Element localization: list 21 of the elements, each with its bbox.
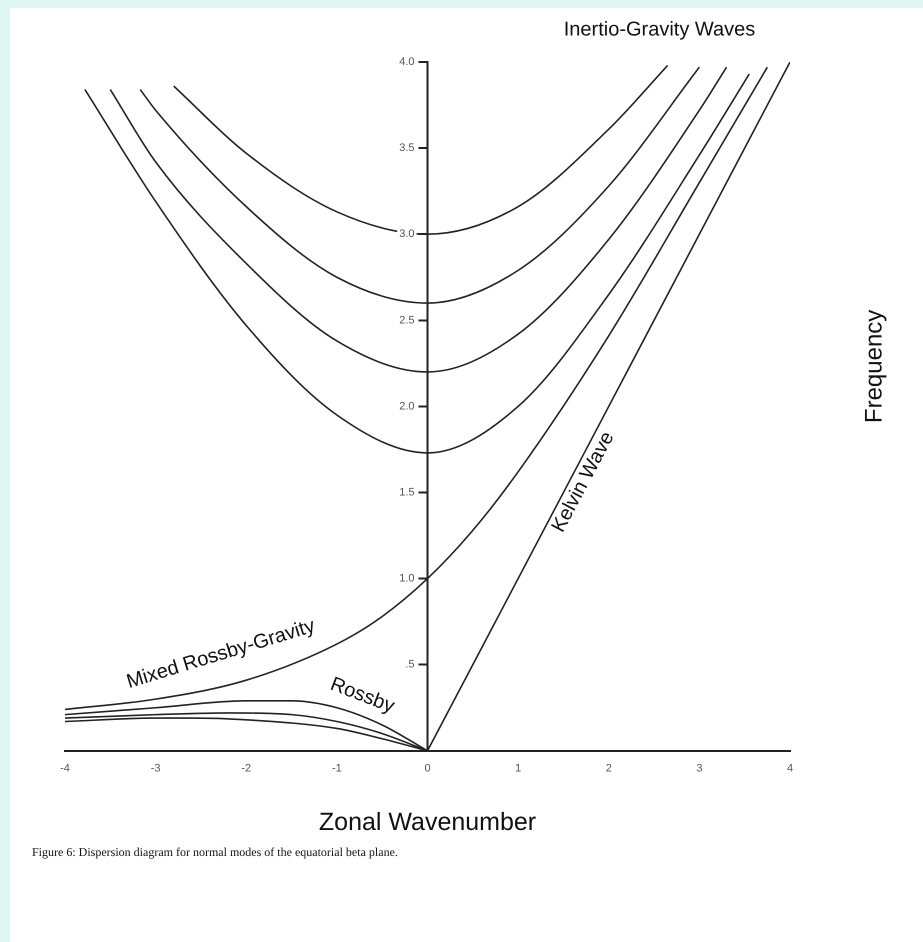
x-tick-label: 4 xyxy=(786,762,794,774)
y-tick-label: 3.5 xyxy=(399,142,414,154)
y-tick-label: 2.5 xyxy=(399,314,414,326)
y-tick-label: 1.0 xyxy=(399,572,414,585)
x-tick-label: 1 xyxy=(515,762,522,774)
x-tick-label: -2 xyxy=(241,762,252,774)
x-tick-label: -4 xyxy=(60,762,70,774)
y-tick-label: 3.0 xyxy=(399,228,414,240)
y-axis-title: Frequency xyxy=(860,310,888,424)
x-tick-label: 0 xyxy=(424,762,431,774)
text: Inertio-Gravity Waves xyxy=(564,18,756,41)
x-axis-title: Zonal Wavenumber xyxy=(318,808,536,836)
x-tick-label: -1 xyxy=(332,762,342,774)
y-tick-label: 4.0 xyxy=(399,56,414,68)
caption: Figure 6: Dispersion diagram for normal modes of the equatorial beta plane. xyxy=(32,845,398,859)
x-tick-label: -3 xyxy=(150,762,161,774)
y-tick-label: 1.5 xyxy=(399,486,414,499)
y-tick-label: .5 xyxy=(405,658,414,671)
x-tick-label: 2 xyxy=(606,762,612,774)
y-tick-label: 2.0 xyxy=(399,400,414,412)
x-tick-label: 3 xyxy=(696,762,702,774)
